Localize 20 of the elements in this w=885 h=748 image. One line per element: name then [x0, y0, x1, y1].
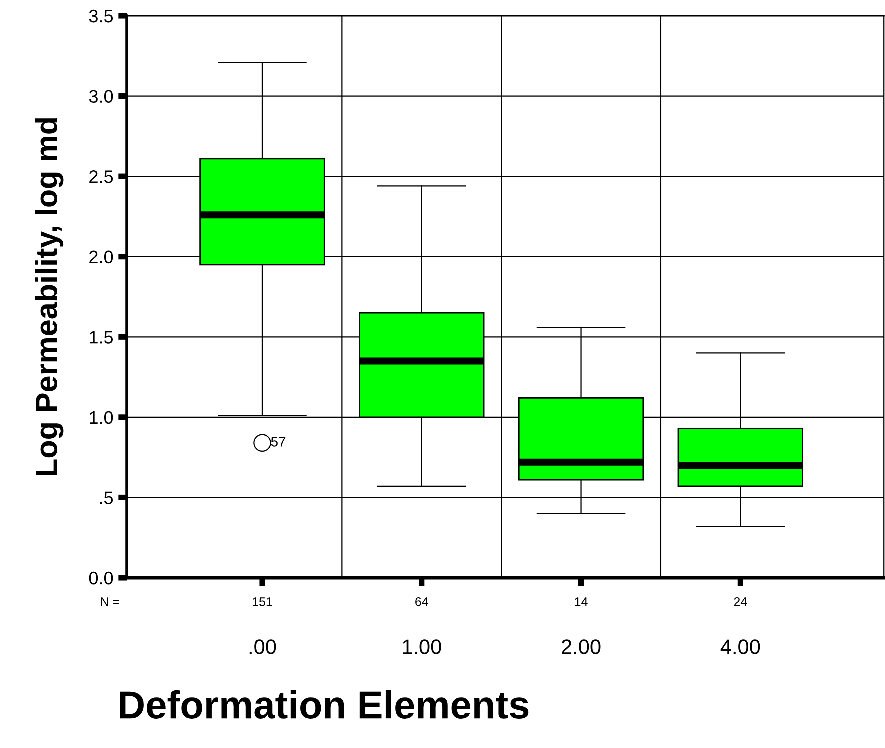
y-tick-label: 1.0	[90, 411, 114, 424]
y-tick-label: 3.5	[89, 10, 114, 23]
y-tick-label: 0.0	[89, 572, 114, 585]
y-tick-label: 3.0	[89, 90, 114, 104]
x-tick-label: .00	[250, 640, 276, 654]
text: N =	[101, 598, 120, 606]
y-tick-label: 1.5	[90, 331, 114, 344]
text: 151	[253, 598, 272, 606]
x-tick-label: 1.00	[403, 640, 442, 654]
x-axis-title: Deformation Elements	[120, 690, 529, 719]
x-tick-label: 2.00	[562, 640, 601, 654]
text: 24	[734, 598, 748, 606]
text: 64	[416, 598, 428, 606]
y-tick-label: .5	[100, 492, 114, 504]
annotation: 57	[271, 437, 286, 447]
text: 14	[575, 598, 588, 606]
y-tick-label: 2.5	[90, 170, 114, 184]
y-axis-title: Log Permeability, log md	[35, 118, 64, 476]
x-tick-label: 4.00	[720, 640, 760, 654]
y-tick-label: 2.0	[90, 250, 114, 264]
